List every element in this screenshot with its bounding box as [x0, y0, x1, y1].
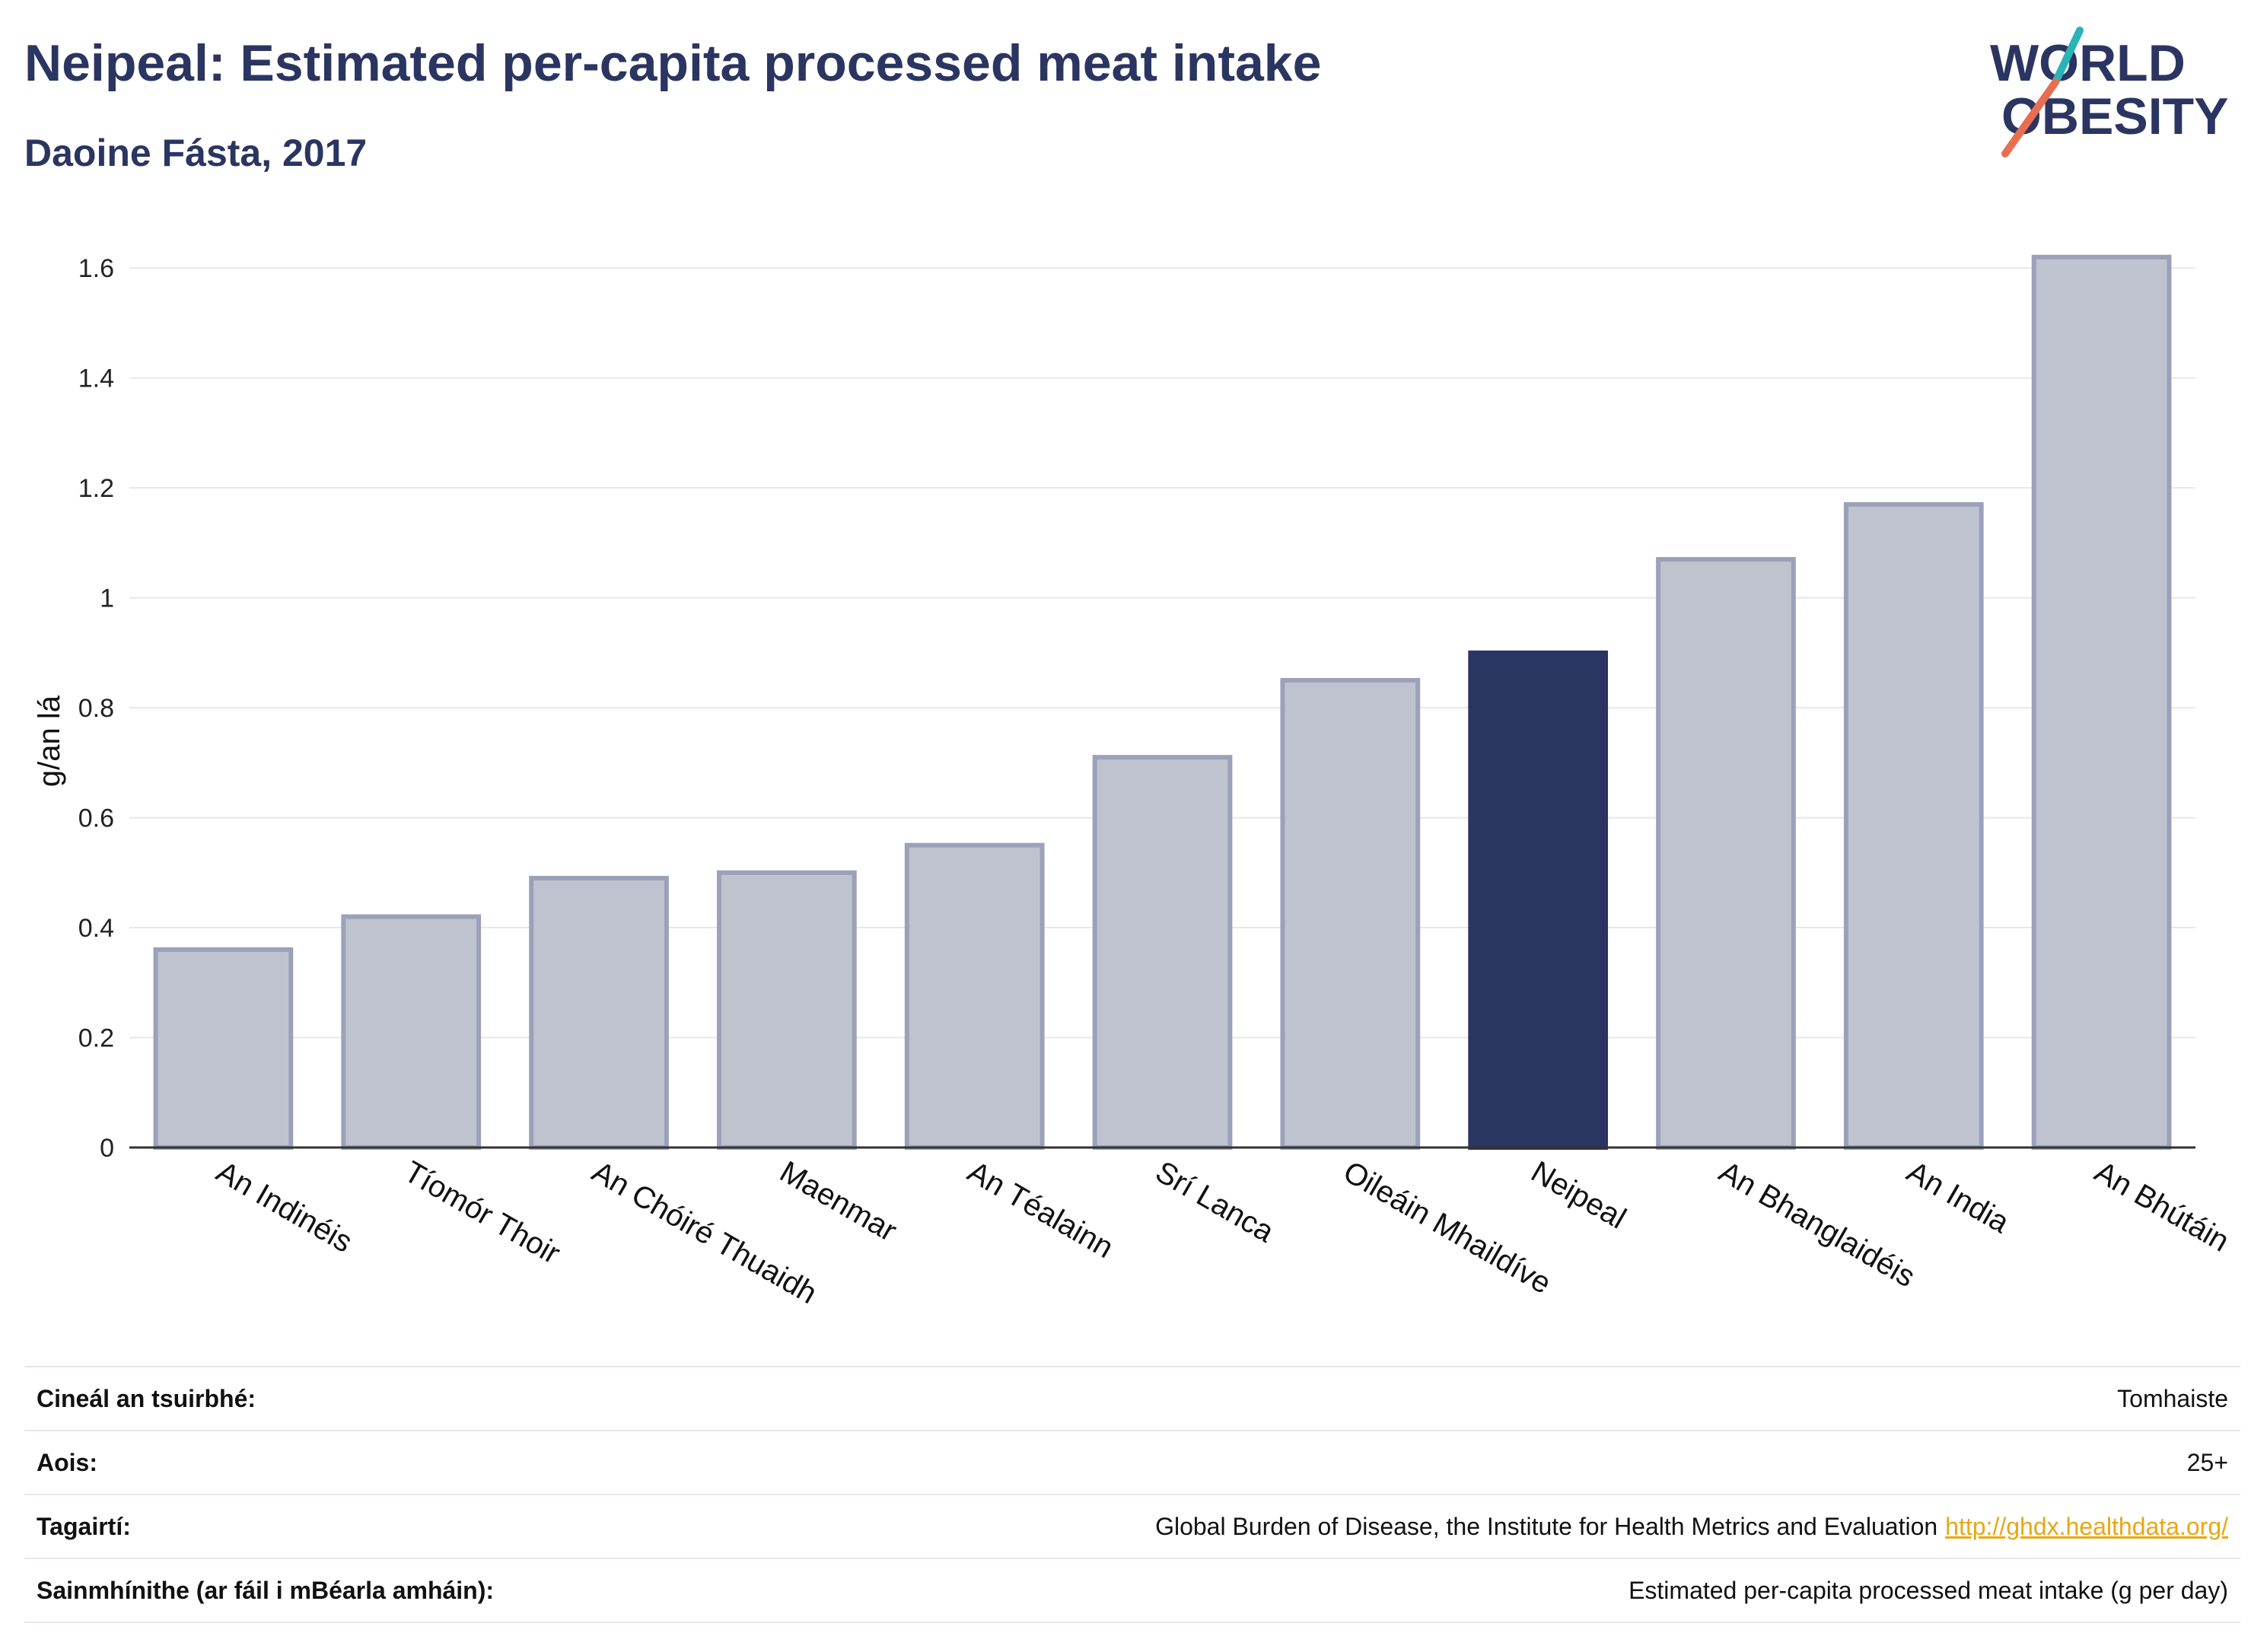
- y-tick-label: 0.6: [78, 804, 114, 833]
- bar[interactable]: [1092, 755, 1233, 1150]
- y-axis-ticks: 0 0.2 0.4 0.6 0.8 1 1.2 1.4 1.6: [78, 254, 114, 1163]
- bar[interactable]: [2031, 254, 2172, 1151]
- x-tick-label: Tíomór Thoir: [399, 1155, 566, 1271]
- x-tick-label: An Téalainn: [962, 1155, 1119, 1265]
- y-tick-label: 1.2: [78, 474, 114, 503]
- logo-slash-coral: [2001, 78, 2059, 158]
- info-table: Cineál an tsuirbhé: Tomhaiste Aois: 25+ …: [24, 1366, 2240, 1623]
- bar[interactable]: [1280, 678, 1421, 1150]
- page-title: Neipeal: Estimated per-capita processed …: [24, 34, 1322, 92]
- y-tick-label: 0.8: [78, 694, 114, 723]
- reference-text: Global Burden of Disease, the Institute …: [1155, 1512, 1938, 1540]
- x-tick-label: An Bhútáin: [2089, 1155, 2234, 1259]
- y-tick-label: 0.4: [78, 914, 114, 943]
- info-row-references: Tagairtí: Global Burden of Disease, the …: [24, 1494, 2240, 1558]
- info-key: Tagairtí:: [37, 1512, 131, 1540]
- bar[interactable]: [341, 914, 482, 1150]
- x-tick-label: An India: [1901, 1155, 2015, 1240]
- bar-highlighted[interactable]: [1468, 650, 1608, 1150]
- info-key: Sainmhínithe (ar fáil i mBéarla amháin):: [37, 1576, 495, 1604]
- page-subtitle: Daoine Fásta, 2017: [24, 132, 368, 174]
- info-row-survey-type: Cineál an tsuirbhé: Tomhaiste: [24, 1366, 2240, 1430]
- y-tick-label: 1.4: [78, 364, 114, 393]
- logo-line-1: WORLD: [1990, 34, 2186, 92]
- x-tick-label: Oileáin Mhaildíve: [1338, 1155, 1557, 1301]
- reference-link[interactable]: http://ghdx.healthdata.org/: [1945, 1512, 2228, 1540]
- world-obesity-logo[interactable]: WORLD OBESITY: [1990, 27, 2241, 162]
- info-value: 25+: [2186, 1448, 2228, 1476]
- bar[interactable]: [717, 870, 857, 1151]
- x-tick-label: Srí Lanca: [1150, 1155, 1280, 1249]
- x-tick-label: Maenmar: [774, 1155, 902, 1249]
- bars: [153, 254, 2172, 1151]
- y-tick-label: 1: [100, 584, 114, 613]
- y-tick-label: 0: [100, 1134, 114, 1163]
- info-row-age: Aois: 25+: [24, 1430, 2240, 1494]
- bar[interactable]: [529, 876, 669, 1150]
- x-tick-label: An Bhanglaidéis: [1713, 1155, 1920, 1294]
- info-value: Estimated per-capita processed meat inta…: [1629, 1576, 2228, 1604]
- x-axis-labels: An Indinéis Tíomór Thoir An Chóiré Thuaidh…: [211, 1155, 2235, 1311]
- bar[interactable]: [1843, 501, 1984, 1150]
- logo-slash-teal: [2052, 27, 2084, 86]
- y-tick-label: 0.2: [78, 1024, 114, 1053]
- x-tick-label: An Indinéis: [211, 1155, 358, 1259]
- info-key: Aois:: [37, 1448, 97, 1476]
- info-key: Cineál an tsuirbhé:: [37, 1384, 256, 1412]
- bar[interactable]: [153, 947, 294, 1150]
- info-row-definitions: Sainmhínithe (ar fáil i mBéarla amháin):…: [24, 1558, 2240, 1623]
- bar-chart: 0 0.2 0.4 0.6 0.8 1 1.2 1.4 1.6 An Indinéis Tíomó…: [33, 254, 2235, 1311]
- bar[interactable]: [904, 842, 1045, 1150]
- bar[interactable]: [1656, 557, 1796, 1151]
- x-tick-label: Neipeal: [1526, 1155, 1632, 1236]
- info-value: Tomhaiste: [2117, 1384, 2228, 1412]
- y-tick-label: 1.6: [78, 254, 114, 283]
- info-value: Global Burden of Disease, the Institute …: [1155, 1513, 2228, 1541]
- y-axis-label: g/an lá: [33, 695, 66, 787]
- logo-line-2: OBESITY: [2001, 88, 2229, 145]
